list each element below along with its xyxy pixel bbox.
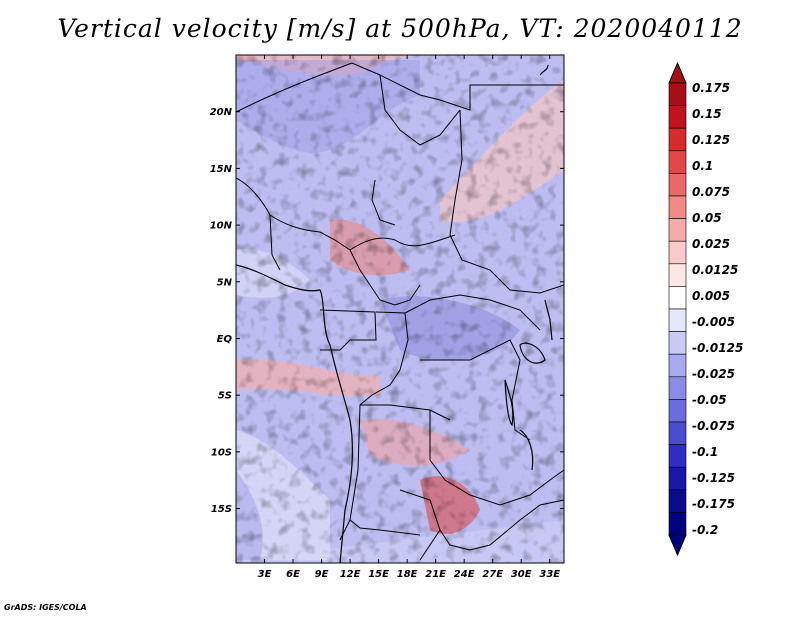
colorbar-label: -0.005 [692, 315, 735, 329]
colorbar-bottom-arrow [668, 534, 687, 557]
colorbar-top-arrow [668, 61, 687, 84]
country-boundaries [236, 62, 564, 561]
colorbar-segment [668, 331, 687, 355]
colorbar-segment [668, 218, 687, 242]
colorbar-label: 0.05 [692, 211, 722, 225]
lon-tick-label: 9E [315, 569, 329, 580]
colorbar-segment [668, 421, 687, 445]
colorbar-segment [668, 399, 687, 423]
colorbar-segment [668, 263, 687, 287]
colorbar-segment [668, 466, 687, 491]
colorbar-segment [668, 240, 687, 265]
lat-tick-label: EQ [217, 334, 233, 345]
colorbar-segment [668, 512, 687, 536]
colorbar-label: 0.175 [692, 81, 730, 95]
colorbar-segment [668, 105, 687, 129]
colorbar-label: -0.025 [692, 367, 735, 381]
colorbar-segment [668, 127, 687, 152]
colorbar-segment [668, 173, 687, 197]
coastline [236, 64, 553, 563]
lon-tick-label: 6E [286, 569, 300, 580]
colorbar-label: 0.0125 [692, 263, 738, 277]
colorbar-label: -0.125 [692, 471, 735, 485]
colorbar-segment [668, 353, 687, 378]
colorbar-label: -0.175 [692, 497, 735, 511]
colorbar-segment [668, 150, 687, 174]
lon-tick-label: 21E [425, 569, 446, 580]
colorbar-segment [668, 376, 687, 400]
map-panel [236, 55, 564, 563]
latitude-axis: 20N 15N 10N 5N EQ 5S 10S 15S [210, 107, 564, 515]
lon-tick-label: 33E [539, 569, 560, 580]
colorbar-segment [668, 444, 687, 468]
velocity-field [236, 55, 564, 563]
lon-tick-label: 3E [258, 569, 272, 580]
colorbar-label: -0.0125 [692, 341, 743, 355]
lat-tick-label: 10S [211, 447, 232, 458]
colorbar-label: 0.125 [692, 133, 730, 147]
lat-tick-label: 15N [210, 164, 233, 175]
lon-tick-label: 18E [397, 569, 418, 580]
colorbar-segment [668, 286, 687, 310]
map-frame [235, 54, 565, 564]
lon-tick-label: 24E [454, 569, 475, 580]
colorbar: 0.175 0.15 0.125 0.1 0.075 0.05 0.025 0.0125 0.0… [668, 61, 743, 557]
lat-tick-label: 5S [218, 391, 232, 402]
colorbar-segment [668, 195, 687, 219]
colorbar-segment [668, 489, 687, 513]
colorbar-label: 0.15 [692, 107, 722, 121]
page-title: Vertical velocity [m/s] at 500hPa, VT: 2… [57, 14, 743, 43]
colorbar-segment [668, 308, 687, 332]
lat-tick-label: 5N [217, 277, 233, 288]
lon-tick-label: 15E [368, 569, 389, 580]
longitude-axis: 3E 6E 9E 12E 15E 18E 21E 24E 27E 30E 33E [258, 55, 560, 580]
colorbar-label: 0.025 [692, 237, 730, 251]
colorbar-segment [668, 82, 687, 106]
lon-tick-label: 27E [482, 569, 503, 580]
colorbar-label: 0.075 [692, 185, 730, 199]
lat-tick-label: 15S [211, 504, 232, 515]
colorbar-label: -0.075 [692, 419, 735, 433]
colorbar-label: 0.1 [692, 159, 713, 173]
colorbar-label: -0.2 [692, 523, 718, 537]
colorbar-label: 0.005 [692, 289, 730, 303]
lon-tick-label: 30E [511, 569, 532, 580]
colorbar-label: -0.05 [692, 393, 727, 407]
lat-tick-label: 20N [210, 107, 233, 118]
credit-text: GrADS: IGES/COLA [4, 603, 87, 612]
lat-tick-label: 10N [210, 221, 233, 232]
colorbar-label: -0.1 [692, 445, 718, 459]
lon-tick-label: 12E [340, 569, 361, 580]
